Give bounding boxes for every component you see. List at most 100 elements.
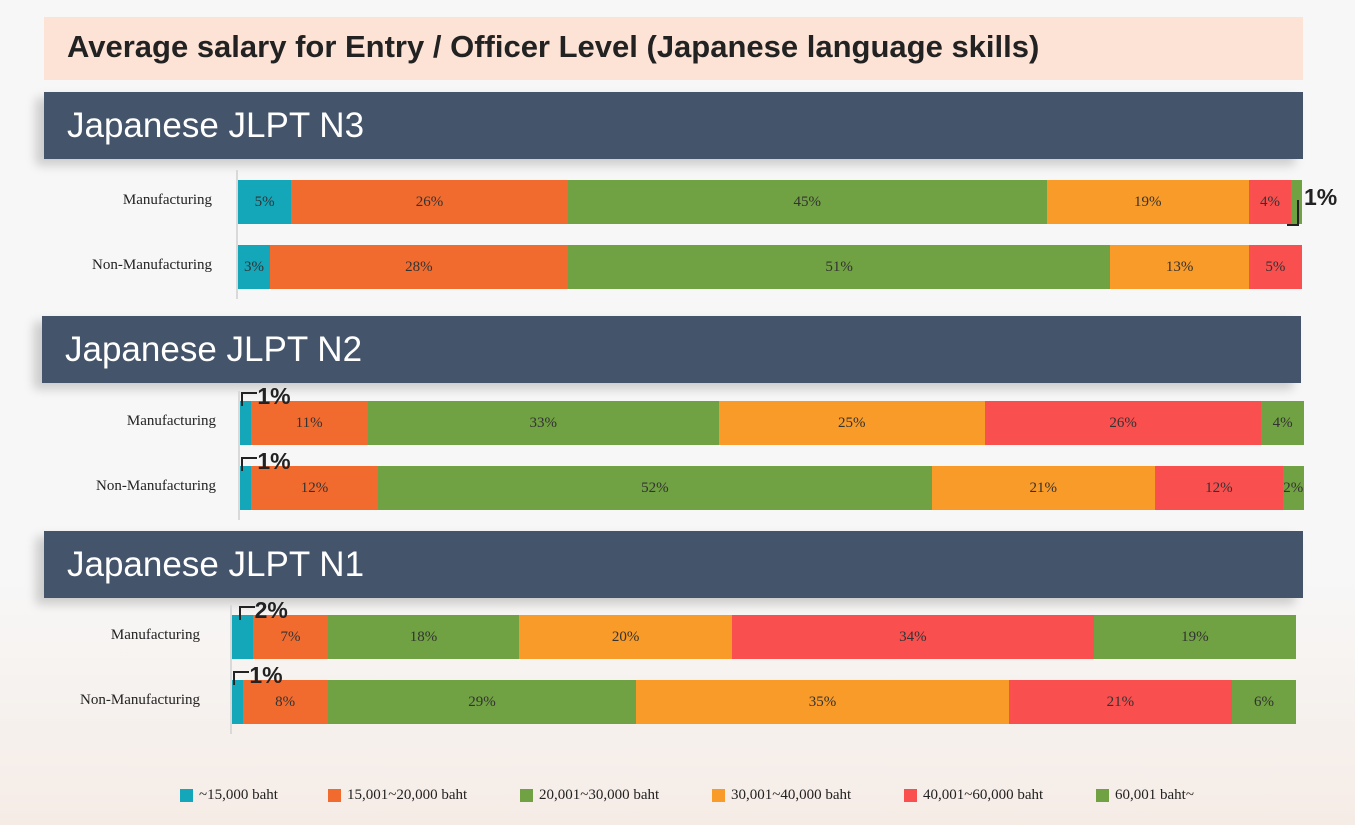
bar-segment: 5% [1248,245,1302,289]
bar-segment [1291,180,1302,224]
stacked-bar: 8% 29% 35% 21% 6% [232,680,1296,724]
legend-label: 20,001~30,000 baht [539,787,660,803]
section-header: Japanese JLPT N2 [42,316,1301,383]
section-title: Japanese JLPT N1 [67,545,365,584]
bar-segment: 29% [327,680,637,724]
legend-item: 20,001~30,000 baht [520,787,712,804]
bar-segment: 45% [567,180,1047,224]
data-label: 45% [793,193,821,210]
bar-segment: 21% [1008,680,1233,724]
data-label-callout: 1% [257,383,291,409]
page-title: Average salary for Entry / Officer Level… [67,29,1040,64]
stacked-bar: 12% 52% 21% 12% 2% [240,466,1304,510]
category-label: Non-Manufacturing [80,692,200,708]
bar-segment: 18% [327,615,520,659]
data-label: 20% [611,628,640,645]
category-label: Manufacturing [110,627,200,643]
bar-segment: 21% [931,466,1155,510]
data-label-callout: 1% [257,448,291,474]
stacked-bar: 7% 18% 20% 34% 19% [232,615,1296,659]
bar-segment: 33% [367,401,719,445]
bar-segment: 25% [718,401,985,445]
data-label: 7% [280,628,301,645]
bar-segment: 28% [269,245,568,289]
bar-segment: 19% [1093,615,1296,659]
legend-swatch [180,789,193,802]
data-label-callout: 1% [1304,184,1338,210]
data-label: 29% [468,693,496,710]
category-label: Non-Manufacturing [92,257,212,273]
legend-item: 15,001~20,000 baht [328,787,520,804]
bar-segment: 11% [250,401,368,445]
legend-item: 40,001~60,000 baht [904,787,1096,804]
data-label: 2% [1283,479,1304,496]
legend-swatch [904,789,917,802]
bar-segment: 3% [238,245,270,289]
data-label: 26% [415,193,444,210]
stacked-bar: 5% 26% 45% 19% 4% [238,180,1302,224]
data-label-callout: 2% [254,597,288,623]
data-label: 21% [1106,693,1135,710]
axis-line [236,170,238,299]
bar-segment: 6% [1232,680,1296,724]
data-label: 4% [1272,414,1293,431]
bar-segment: 26% [984,401,1262,445]
data-label: 28% [405,258,433,275]
bar-segment: 8% [242,680,328,724]
data-label: 19% [1133,193,1162,210]
data-label: 19% [1181,628,1209,645]
bar-segment: 4% [1248,180,1292,224]
bar-segment [240,466,251,510]
data-label: 13% [1165,258,1194,275]
bar-segment: 51% [567,245,1111,289]
bar-segment: 4% [1261,401,1304,445]
data-label: 52% [641,479,669,496]
data-label: 8% [275,693,296,710]
data-label: 21% [1029,479,1058,496]
data-label-callout: 1% [249,662,283,688]
axis-line [238,391,240,520]
data-label: 34% [899,628,927,645]
callout-leader-line [233,671,250,685]
legend-swatch [328,789,341,802]
data-label: 33% [529,414,557,431]
legend-swatch [1096,789,1109,802]
bar-segment: 12% [1155,466,1283,510]
data-label: 12% [300,479,329,496]
bar-segment: 20% [519,615,733,659]
bar-segment: 7% [253,615,328,659]
legend-label: 60,001 baht~ [1115,787,1194,803]
legend-label: 40,001~60,000 baht [923,787,1044,803]
data-label: 25% [838,414,866,431]
bar-segment: 35% [636,680,1009,724]
bar-segment: 19% [1046,180,1249,224]
section-title: Japanese JLPT N2 [65,330,363,369]
legend-label: ~15,000 baht [199,787,278,803]
callout-leader-line [1287,200,1300,226]
category-label: Manufacturing [122,192,212,208]
category-label: Manufacturing [126,413,216,429]
bar-segment [232,615,254,659]
data-label: 4% [1260,193,1281,210]
data-label: 26% [1109,414,1137,431]
section-header: Japanese JLPT N1 [44,531,1303,598]
legend-swatch [712,789,725,802]
category-label: Non-Manufacturing [96,478,216,494]
bar-segment [240,401,251,445]
legend-item: ~15,000 baht [180,787,328,804]
bar-segment: 26% [291,180,568,224]
data-label: 18% [409,628,438,645]
title-banner: Average salary for Entry / Officer Level… [44,17,1303,80]
legend: ~15,000 baht 15,001~20,000 baht 20,001~30,… [180,787,1194,804]
bar-segment: 5% [238,180,292,224]
data-label: 5% [254,193,275,210]
bar-segment [232,680,243,724]
legend-item: 60,001 baht~ [1096,787,1194,804]
stacked-bar: 3% 28% 51% 13% 5% [238,245,1302,289]
callout-leader-line [238,606,255,620]
data-label: 51% [825,258,853,275]
axis-line [230,605,232,734]
bar-segment: 13% [1110,245,1249,289]
bar-segment: 2% [1282,466,1304,510]
bar-segment: 52% [378,466,932,510]
